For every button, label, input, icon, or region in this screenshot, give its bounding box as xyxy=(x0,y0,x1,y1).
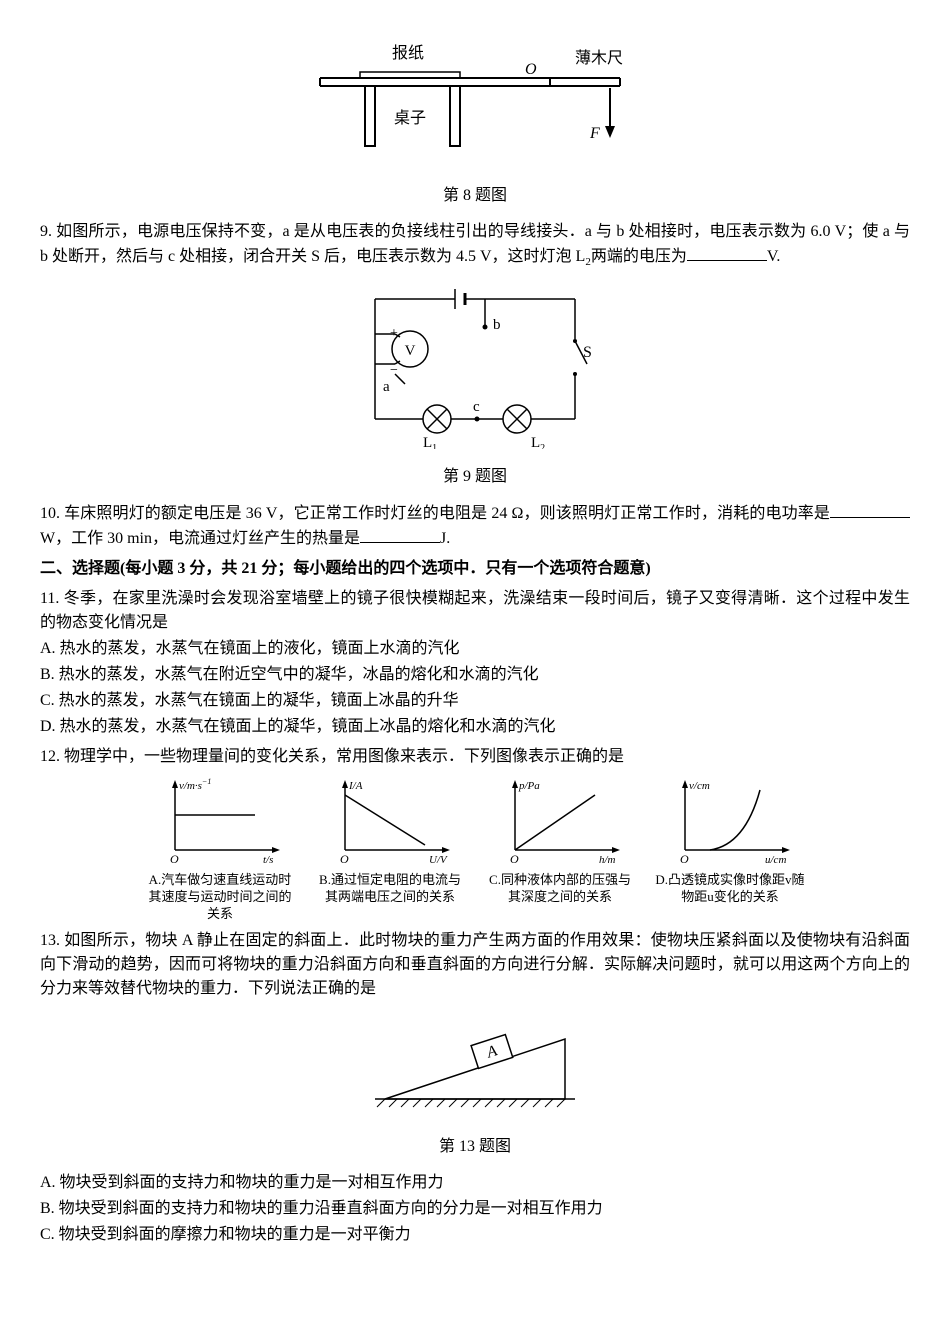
question-12: 12. 物理学中，一些物理量间的变化关系，常用图像来表示．下列图像表示正确的是 xyxy=(40,745,910,769)
q12-graph-a: O v/m·s−1 t/s A.汽车做匀速直线运动时其速度与运动时间之间的关系 xyxy=(145,775,295,923)
figure-9: S V + − a b L1 c L2 xyxy=(40,279,910,457)
q12-caption-c: C.同种液体内部的压强与其深度之间的关系 xyxy=(485,872,635,906)
svg-text:p/Pa: p/Pa xyxy=(518,780,540,792)
figure-13-caption: 第 13 题图 xyxy=(40,1135,910,1159)
figure-9-svg: S V + − a b L1 c L2 xyxy=(345,279,605,449)
q13-options: A. 物块受到斜面的支持力和物块的重力是一对相互作用力 B. 物块受到斜面的支持… xyxy=(40,1171,910,1247)
figure-8-caption: 第 8 题图 xyxy=(40,184,910,208)
svg-text:F: F xyxy=(589,125,600,142)
svg-text:O: O xyxy=(170,852,179,865)
q12-caption-d: D.凸透镜成实像时像距v随物距u变化的关系 xyxy=(655,872,805,906)
q10-t2: W，工作 30 min，电流通过灯丝产生的热量是 xyxy=(40,530,360,547)
q11-opt-d: D. 热水的蒸发，水蒸气在镜面上的凝华，镜面上冰晶的熔化和水滴的汽化 xyxy=(40,715,910,739)
q12-caption-a: A.汽车做匀速直线运动时其速度与运动时间之间的关系 xyxy=(145,872,295,923)
svg-text:V: V xyxy=(405,343,416,359)
svg-text:S: S xyxy=(583,344,592,361)
svg-text:O: O xyxy=(340,852,349,865)
q12-graph-c: O p/Pa h/m C.同种液体内部的压强与其深度之间的关系 xyxy=(485,775,635,923)
svg-text:O: O xyxy=(525,61,537,78)
q12-caption-b: B.通过恒定电阻的电流与其两端电压之间的关系 xyxy=(315,872,465,906)
q11-opt-b: B. 热水的蒸发，水蒸气在附近空气中的凝华，冰晶的熔化和水滴的汽化 xyxy=(40,663,910,687)
svg-text:h/m: h/m xyxy=(599,854,616,865)
q10-t3: J. xyxy=(440,530,450,547)
svg-text:b: b xyxy=(493,317,501,333)
section-2-title: 二、选择题(每小题 3 分，共 21 分；每小题给出的四个选项中．只有一个选项符… xyxy=(40,557,910,581)
svg-text:v/cm: v/cm xyxy=(689,780,710,792)
svg-text:I/A: I/A xyxy=(348,780,363,792)
svg-text:桌子: 桌子 xyxy=(394,109,426,127)
svg-text:+: + xyxy=(390,326,398,341)
q11-opt-a: A. 热水的蒸发，水蒸气在镜面上的液化，镜面上水滴的汽化 xyxy=(40,637,910,661)
svg-text:L1: L1 xyxy=(423,435,437,449)
svg-text:L2: L2 xyxy=(531,435,545,449)
q10-blank1 xyxy=(830,501,910,518)
q13-opt-a: A. 物块受到斜面的支持力和物块的重力是一对相互作用力 xyxy=(40,1171,910,1195)
question-10: 10. 车床照明灯的额定电压是 36 V，它正常工作时灯丝的电阻是 24 Ω，则… xyxy=(40,501,910,551)
q13-stem: 13. 如图所示，物块 A 静止在固定的斜面上．此时物块的重力产生两方面的作用效… xyxy=(40,932,910,997)
q9-blank xyxy=(687,244,767,261)
question-9: 9. 如图所示，电源电压保持不变，a 是从电压表的负接线柱引出的导线接头．a 与… xyxy=(40,220,910,271)
svg-text:t/s: t/s xyxy=(263,854,273,865)
question-11: 11. 冬季，在家里洗澡时会发现浴室墙壁上的镜子很快模糊起来，洗澡结束一段时间后… xyxy=(40,587,910,739)
q12-graph-d: O v/cm u/cm D.凸透镜成实像时像距v随物距u变化的关系 xyxy=(655,775,805,923)
figure-8-svg: 报纸 薄木尺 O 桌子 F xyxy=(310,38,640,168)
svg-text:c: c xyxy=(473,399,480,415)
svg-text:v/m·s−1: v/m·s−1 xyxy=(179,777,211,792)
q12-graph-b: O I/A U/V B.通过恒定电阻的电流与其两端电压之间的关系 xyxy=(315,775,465,923)
svg-text:O: O xyxy=(510,852,519,865)
figure-8: 报纸 薄木尺 O 桌子 F xyxy=(40,38,910,176)
q12-graphs: O v/m·s−1 t/s A.汽车做匀速直线运动时其速度与运动时间之间的关系 … xyxy=(40,775,910,923)
svg-text:报纸: 报纸 xyxy=(392,44,424,62)
q10-blank2 xyxy=(360,526,440,543)
svg-text:薄木尺: 薄木尺 xyxy=(575,49,623,67)
q13-opt-c: C. 物块受到斜面的摩擦力和物块的重力是一对平衡力 xyxy=(40,1223,910,1247)
q10-t1: 10. 车床照明灯的额定电压是 36 V，它正常工作时灯丝的电阻是 24 Ω，则… xyxy=(40,505,830,522)
q9-text-mid: 两端的电压为 xyxy=(591,248,687,265)
q9-text-post: V. xyxy=(767,248,781,265)
question-13: 13. 如图所示，物块 A 静止在固定的斜面上．此时物块的重力产生两方面的作用效… xyxy=(40,929,910,1001)
svg-text:a: a xyxy=(383,379,390,395)
svg-text:U/V: U/V xyxy=(429,854,448,865)
figure-13-svg: A xyxy=(355,1009,595,1119)
q11-stem: 11. 冬季，在家里洗澡时会发现浴室墙壁上的镜子很快模糊起来，洗澡结束一段时间后… xyxy=(40,587,910,635)
svg-text:O: O xyxy=(680,852,689,865)
figure-9-caption: 第 9 题图 xyxy=(40,465,910,489)
svg-text:u/cm: u/cm xyxy=(765,854,786,865)
q12-stem: 12. 物理学中，一些物理量间的变化关系，常用图像来表示．下列图像表示正确的是 xyxy=(40,745,910,769)
q11-opt-c: C. 热水的蒸发，水蒸气在镜面上的凝华，镜面上冰晶的升华 xyxy=(40,689,910,713)
figure-13: A xyxy=(40,1009,910,1127)
q13-opt-b: B. 物块受到斜面的支持力和物块的重力沿垂直斜面方向的分力是一对相互作用力 xyxy=(40,1197,910,1221)
